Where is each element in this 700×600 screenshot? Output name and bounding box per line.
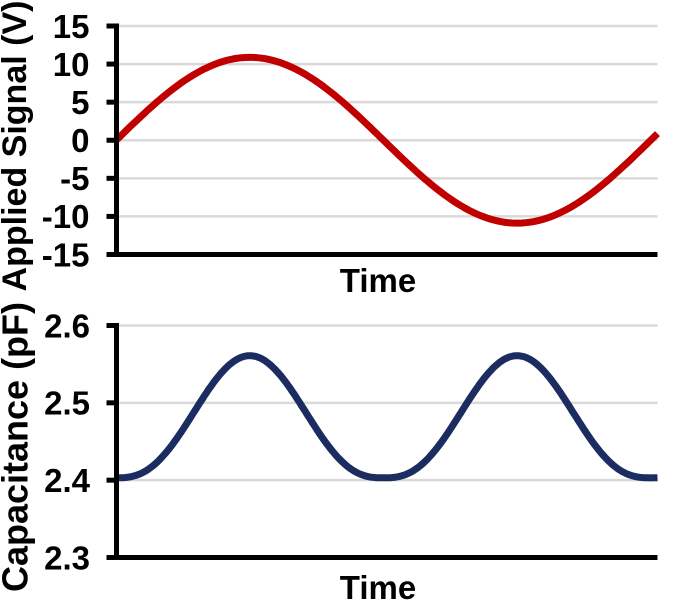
svg-text:15: 15 bbox=[53, 8, 90, 45]
svg-text:Applied Signal (V): Applied Signal (V) bbox=[0, 1, 34, 292]
svg-text:Time: Time bbox=[340, 569, 416, 600]
svg-text:10: 10 bbox=[53, 46, 90, 83]
svg-text:5: 5 bbox=[71, 84, 89, 121]
svg-text:-15: -15 bbox=[42, 236, 90, 273]
svg-text:-5: -5 bbox=[60, 160, 89, 197]
svg-text:2.5: 2.5 bbox=[44, 385, 90, 422]
svg-text:2.3: 2.3 bbox=[44, 539, 90, 576]
svg-text:Capacitance (pF): Capacitance (pF) bbox=[0, 302, 36, 592]
svg-text:-10: -10 bbox=[42, 198, 90, 235]
svg-text:2.6: 2.6 bbox=[44, 307, 90, 344]
svg-text:Time: Time bbox=[340, 262, 416, 299]
svg-text:2.4: 2.4 bbox=[44, 462, 91, 499]
svg-text:0: 0 bbox=[71, 122, 89, 159]
